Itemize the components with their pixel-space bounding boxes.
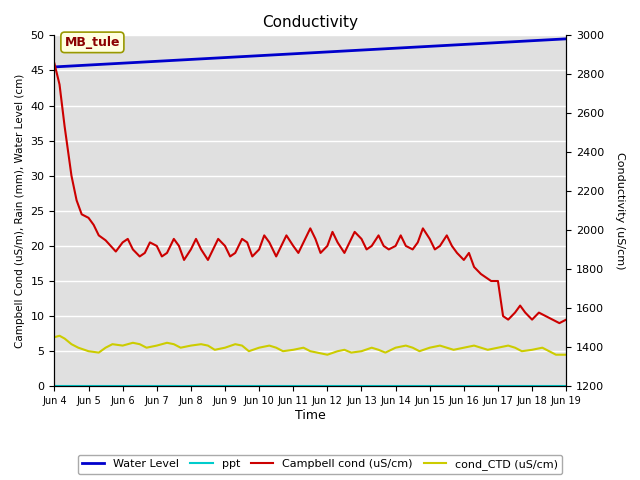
Water Level <box>51 64 58 70</box>
cond_CTD (uS/cm) <box>56 333 63 339</box>
Campbell cond (uS/cm) <box>119 240 127 245</box>
Water Level <box>563 36 570 42</box>
Line: Water Level: Water Level <box>54 39 566 67</box>
Water Level <box>71 63 79 69</box>
Water Level <box>81 62 89 68</box>
Legend: Water Level, ppt, Campbell cond (uS/cm), cond_CTD (uS/cm): Water Level, ppt, Campbell cond (uS/cm),… <box>77 455 563 474</box>
Water Level <box>146 59 154 65</box>
cond_CTD (uS/cm) <box>153 343 161 348</box>
cond_CTD (uS/cm) <box>374 347 382 353</box>
Title: Conductivity: Conductivity <box>262 15 358 30</box>
cond_CTD (uS/cm) <box>307 348 314 354</box>
cond_CTD (uS/cm) <box>187 343 195 348</box>
cond_CTD (uS/cm) <box>511 345 519 350</box>
Campbell cond (uS/cm) <box>470 264 478 270</box>
Campbell cond (uS/cm) <box>535 310 543 315</box>
X-axis label: Time: Time <box>295 409 326 422</box>
Campbell cond (uS/cm) <box>402 243 410 249</box>
Water Level <box>536 37 544 43</box>
cond_CTD (uS/cm) <box>323 352 331 358</box>
Campbell cond (uS/cm) <box>563 317 570 323</box>
Campbell cond (uS/cm) <box>51 60 58 66</box>
Line: Campbell cond (uS/cm): Campbell cond (uS/cm) <box>54 63 566 323</box>
Campbell cond (uS/cm) <box>482 275 490 280</box>
Y-axis label: Conductivity (uS/cm): Conductivity (uS/cm) <box>615 152 625 270</box>
Water Level <box>187 57 195 62</box>
Y-axis label: Campbell Cond (uS/m), Rain (mm), Water Level (cm): Campbell Cond (uS/m), Rain (mm), Water L… <box>15 74 25 348</box>
Campbell cond (uS/cm) <box>556 320 563 326</box>
Campbell cond (uS/cm) <box>204 257 212 263</box>
cond_CTD (uS/cm) <box>95 350 102 356</box>
cond_CTD (uS/cm) <box>51 334 58 340</box>
Text: MB_tule: MB_tule <box>65 36 120 49</box>
Line: cond_CTD (uS/cm): cond_CTD (uS/cm) <box>54 336 566 355</box>
Water Level <box>518 38 526 44</box>
cond_CTD (uS/cm) <box>563 352 570 358</box>
